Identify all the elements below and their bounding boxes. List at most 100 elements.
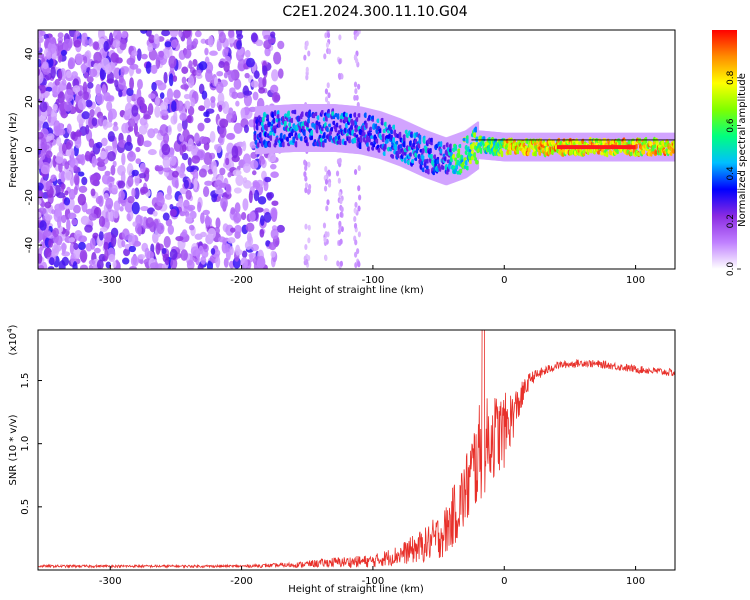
spectrogram-cell <box>327 92 331 99</box>
spectrogram-cell <box>203 152 213 166</box>
spectrogram-y-ticks: -40 -20 0 20 40 <box>24 48 42 253</box>
spectrogram-cell <box>186 36 193 49</box>
spectrogram-cell <box>244 49 251 58</box>
spectrogram-cell <box>227 30 235 38</box>
spectrogram-cell <box>90 188 96 197</box>
spectrogram-cell <box>634 143 639 149</box>
spectrogram-cell <box>353 94 357 101</box>
spectrogram-cell <box>357 83 361 90</box>
snr-panel: -300 -200 -100 0 100 0.5 1.0 1.5 Height of str… <box>6 324 676 595</box>
spectrogram-cell <box>421 148 426 154</box>
spectrogram-cell <box>219 118 229 129</box>
spectrogram-cell <box>191 145 199 154</box>
spectrogram-cell <box>244 72 250 79</box>
spectrogram-cell <box>111 184 118 194</box>
spectrogram-cell <box>108 253 116 263</box>
spectrogram-cell <box>148 34 156 44</box>
spectrogram-cell <box>402 134 407 140</box>
spectrogram-cell <box>64 170 72 181</box>
spectrogram-cell <box>154 105 161 118</box>
spectrogram-cell <box>93 247 101 254</box>
spectrogram-cell <box>48 257 55 266</box>
spectrogram-cell <box>83 72 89 79</box>
spectrogram-cell <box>168 73 174 87</box>
snr-y-tick-label: 1.0 <box>20 436 31 452</box>
spectrogram-cell <box>338 191 342 198</box>
spectrogram-cell <box>60 214 67 224</box>
spectrogram-cell <box>97 115 104 127</box>
spectrogram-cell <box>267 152 277 163</box>
spectrogram-cell <box>320 110 325 115</box>
spectrogram-cell <box>224 243 232 253</box>
spectrogram-cell <box>326 199 330 206</box>
spectrogram-cell <box>250 243 259 252</box>
spectrogram-cell <box>203 97 211 109</box>
spectrogram-cell <box>365 142 370 148</box>
snr-series-line <box>38 330 675 569</box>
spectrogram-cell <box>197 263 204 269</box>
spectrogram-cell <box>406 159 411 165</box>
spectrogram-cell <box>219 167 226 176</box>
spectrogram-cell <box>353 207 357 214</box>
spectrogram-cell <box>108 32 114 46</box>
spectrogram-cell <box>231 91 239 99</box>
spectrogram-cell <box>40 138 47 152</box>
spectrogram-cell <box>127 196 135 204</box>
spectrogram-cell <box>336 213 340 220</box>
spectrogram-cell <box>66 123 72 134</box>
spectrogram-cell <box>186 165 195 173</box>
spectrogram-cell <box>273 127 278 134</box>
spectrogram-cell <box>163 71 168 84</box>
spectrogram-cell <box>61 79 67 86</box>
spectrogram-cell <box>170 39 178 49</box>
spectrogram-cell <box>101 57 110 71</box>
spectrogram-cell <box>188 224 195 231</box>
spectrogram-cell <box>429 141 434 146</box>
spectrogram-cell <box>458 144 462 149</box>
spectrogram-cell <box>124 141 133 152</box>
spectrogram-cell <box>303 159 307 166</box>
spectrogram-cell <box>235 244 241 256</box>
spectrogram-x-tick-label: 100 <box>626 275 645 286</box>
spectrogram-cell <box>338 34 342 41</box>
spectrogram-cell <box>191 155 201 164</box>
spectrogram-cell <box>121 240 126 248</box>
spectrogram-cell <box>167 124 172 136</box>
spectrogram-cell <box>151 81 157 92</box>
spectrogram-cell <box>339 260 343 267</box>
snr-background <box>38 330 675 570</box>
spectrogram-cell <box>120 67 125 77</box>
spectrogram-cell <box>68 188 76 200</box>
spectrogram-cell <box>339 211 343 218</box>
spectrogram-cell <box>234 224 242 235</box>
spectrogram-x-tick-label: -200 <box>230 275 253 286</box>
spectrogram-cell <box>175 235 184 242</box>
spectrogram-cell <box>63 197 71 206</box>
spectrogram-cell <box>182 128 190 142</box>
spectrogram-cell <box>64 88 74 102</box>
spectrogram-cell <box>304 165 308 172</box>
spectrogram-cell <box>323 138 328 143</box>
spectrogram-cell <box>181 152 189 161</box>
spectrogram-cell <box>184 100 191 110</box>
spectrogram-cell <box>332 120 336 126</box>
figure-title: C2E1.2024.300.11.10.G04 <box>282 4 467 20</box>
spectrogram-cell <box>283 120 288 125</box>
spectrogram-cell <box>225 157 230 166</box>
spectrogram-cell <box>193 132 200 144</box>
spectrogram-cell <box>89 237 96 250</box>
spectrogram-cell <box>147 149 157 156</box>
spectrogram-cell <box>228 35 235 44</box>
spectrogram-cell <box>152 210 158 217</box>
spectrogram-cell <box>326 113 331 118</box>
spectrogram-cell <box>72 85 81 93</box>
spectrogram-cell <box>233 187 242 194</box>
spectrogram-cell <box>216 71 224 77</box>
spectrogram-cell <box>383 143 388 150</box>
spectrogram-cell <box>57 216 62 229</box>
spectrogram-cell <box>201 90 208 100</box>
spectrogram-cell <box>353 215 357 222</box>
spectrogram-cell <box>358 144 363 150</box>
spectrogram-cell <box>214 188 224 195</box>
spectrogram-cell <box>182 30 191 39</box>
